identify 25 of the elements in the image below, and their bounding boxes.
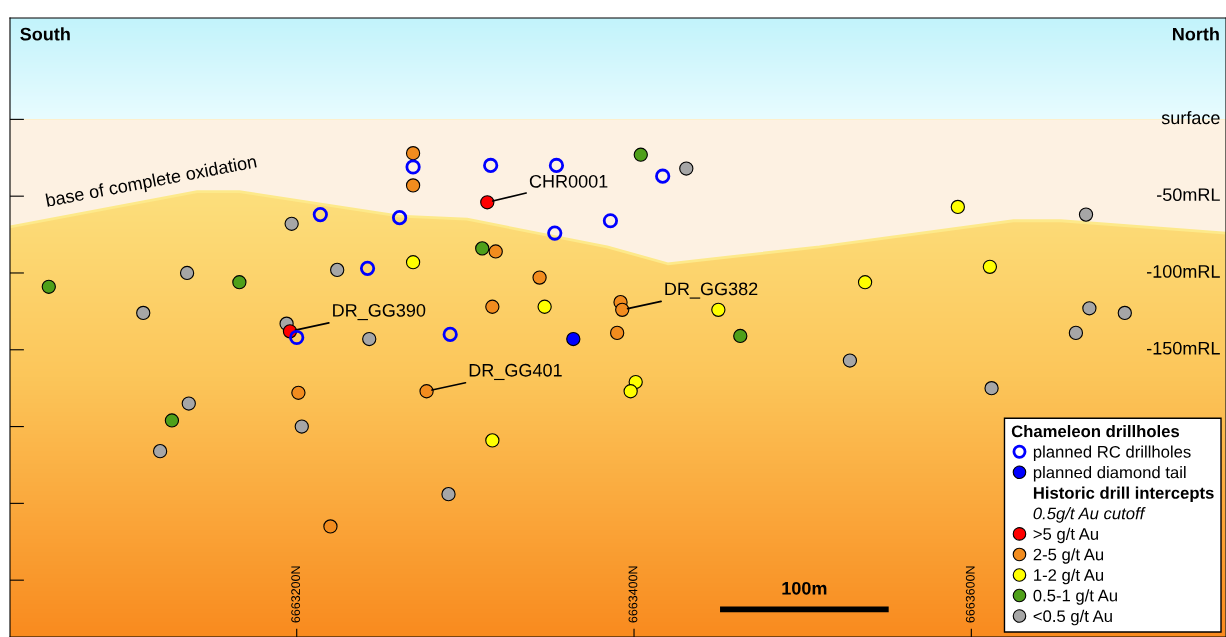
legend-label: 2-5 g/t Au [1033, 548, 1104, 564]
legend-label: planned RC drillholes [1033, 445, 1191, 462]
annotation: 0.5g/t Au cutoff [1033, 507, 1146, 523]
annotation: Historic drill intercepts [1033, 486, 1214, 503]
legend-label: >5 g/t Au [1033, 527, 1098, 544]
x-tick-label: 6663400N [628, 566, 638, 623]
legend-label: 1-2 g/t Au [1034, 568, 1104, 585]
y-tick-label: -100mRL [1146, 265, 1220, 278]
annotation: North [1172, 27, 1219, 41]
text: base of complete oxidation [45, 154, 258, 211]
legend-label: 0.5-1 g/t Au [1033, 589, 1117, 605]
annotation: DR_GG382 [665, 282, 758, 299]
annotation: DR_GG401 [469, 363, 562, 381]
annotation: DR_GG390 [333, 303, 426, 321]
legend-title: Chameleon drillholes [1011, 424, 1180, 438]
annotation: 100m [782, 581, 827, 595]
annotation: CHR0001 [529, 174, 608, 188]
y-tick-label: -150mRL [1146, 341, 1220, 355]
y-tick-label: -50mRL [1157, 188, 1220, 202]
x-tick-label: 6663600N [965, 566, 975, 623]
y-tick-label: surface [1161, 110, 1220, 125]
x-tick-label: 6663200N [291, 566, 301, 623]
legend-label: planned diamond tail [1033, 466, 1186, 482]
legend-label: <0.5 g/t Au [1033, 609, 1112, 626]
annotation: South [20, 27, 70, 41]
